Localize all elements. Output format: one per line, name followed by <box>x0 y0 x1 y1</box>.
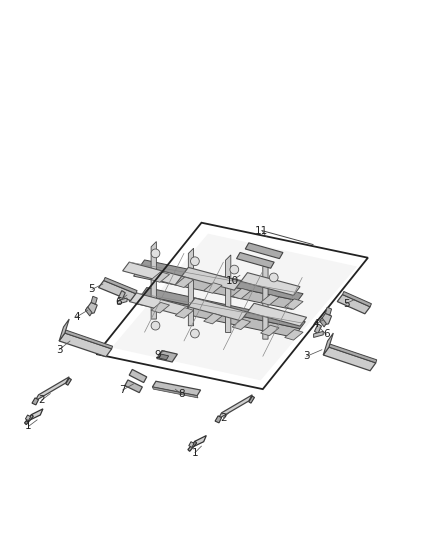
Circle shape <box>230 265 239 274</box>
Polygon shape <box>99 280 136 301</box>
Polygon shape <box>134 268 298 310</box>
Polygon shape <box>117 298 127 304</box>
Text: 2: 2 <box>38 395 45 405</box>
Polygon shape <box>35 377 69 401</box>
Circle shape <box>151 321 160 330</box>
Polygon shape <box>320 318 326 327</box>
Polygon shape <box>151 272 170 282</box>
Polygon shape <box>175 308 194 318</box>
Text: 4: 4 <box>73 312 80 322</box>
Circle shape <box>269 273 278 282</box>
Polygon shape <box>343 292 371 307</box>
Text: 2: 2 <box>220 413 227 423</box>
Polygon shape <box>285 329 303 340</box>
Polygon shape <box>215 416 222 423</box>
Text: 5: 5 <box>88 284 95 294</box>
Polygon shape <box>263 262 268 339</box>
Polygon shape <box>65 330 113 349</box>
Polygon shape <box>314 332 323 337</box>
Polygon shape <box>159 354 169 360</box>
Polygon shape <box>91 296 97 304</box>
Polygon shape <box>323 347 376 371</box>
Polygon shape <box>152 381 201 395</box>
Text: 5: 5 <box>343 298 350 309</box>
Polygon shape <box>232 288 251 299</box>
Text: 3: 3 <box>56 345 63 355</box>
Polygon shape <box>192 435 206 447</box>
Polygon shape <box>125 380 142 393</box>
Polygon shape <box>261 325 279 336</box>
Text: 3: 3 <box>303 351 310 361</box>
Polygon shape <box>85 307 92 316</box>
Polygon shape <box>25 415 33 425</box>
Polygon shape <box>247 303 307 326</box>
Text: 7: 7 <box>119 385 126 395</box>
Polygon shape <box>25 415 31 421</box>
Polygon shape <box>157 351 177 362</box>
Polygon shape <box>182 268 241 290</box>
Polygon shape <box>152 387 198 398</box>
Polygon shape <box>136 295 300 337</box>
Polygon shape <box>320 313 332 325</box>
Polygon shape <box>129 293 188 316</box>
Polygon shape <box>226 255 231 333</box>
Text: 11: 11 <box>255 225 268 236</box>
Text: 8: 8 <box>178 390 185 399</box>
Polygon shape <box>245 243 283 259</box>
Polygon shape <box>261 295 279 305</box>
Polygon shape <box>139 260 303 301</box>
Polygon shape <box>175 277 194 287</box>
Circle shape <box>191 329 199 338</box>
Text: 1: 1 <box>191 448 198 458</box>
Polygon shape <box>329 344 377 363</box>
Polygon shape <box>66 378 71 385</box>
Polygon shape <box>188 441 197 451</box>
Polygon shape <box>232 319 251 329</box>
Polygon shape <box>123 262 182 285</box>
Polygon shape <box>151 302 170 313</box>
Text: 6: 6 <box>115 296 122 306</box>
Polygon shape <box>218 395 252 419</box>
Polygon shape <box>249 396 254 403</box>
Polygon shape <box>85 302 97 314</box>
Text: 4: 4 <box>312 319 319 329</box>
Polygon shape <box>59 319 69 341</box>
Polygon shape <box>323 333 333 355</box>
Polygon shape <box>59 333 112 357</box>
Circle shape <box>191 257 199 265</box>
Polygon shape <box>188 298 247 321</box>
Polygon shape <box>237 253 274 268</box>
Text: 1: 1 <box>25 422 32 431</box>
Polygon shape <box>325 307 332 315</box>
Text: 9: 9 <box>154 350 161 360</box>
Polygon shape <box>118 290 125 300</box>
Polygon shape <box>141 287 305 329</box>
Polygon shape <box>104 278 137 294</box>
Polygon shape <box>188 248 194 326</box>
Polygon shape <box>189 442 194 447</box>
Text: 6: 6 <box>323 329 330 340</box>
Polygon shape <box>204 313 222 324</box>
Polygon shape <box>241 273 300 295</box>
Polygon shape <box>129 369 147 383</box>
Polygon shape <box>337 295 370 314</box>
Text: 10: 10 <box>226 276 239 286</box>
Polygon shape <box>112 233 357 381</box>
Polygon shape <box>314 324 321 334</box>
Polygon shape <box>151 241 156 319</box>
Circle shape <box>151 249 160 258</box>
Polygon shape <box>32 398 39 405</box>
Polygon shape <box>285 299 303 310</box>
Polygon shape <box>28 409 43 421</box>
Polygon shape <box>204 282 222 293</box>
